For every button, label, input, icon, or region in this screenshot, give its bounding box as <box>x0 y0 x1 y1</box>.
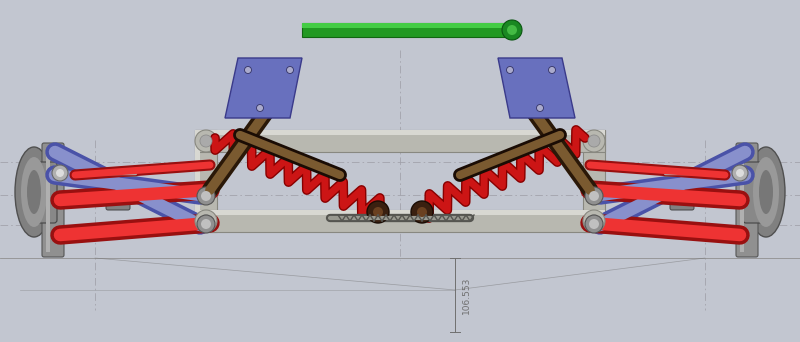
FancyBboxPatch shape <box>736 143 758 257</box>
Circle shape <box>549 66 555 74</box>
Circle shape <box>195 210 217 232</box>
Circle shape <box>197 215 215 233</box>
Circle shape <box>56 169 64 177</box>
Polygon shape <box>225 58 302 118</box>
Ellipse shape <box>753 157 779 227</box>
Circle shape <box>589 219 599 229</box>
Ellipse shape <box>15 147 53 237</box>
Circle shape <box>506 66 514 74</box>
Ellipse shape <box>747 147 785 237</box>
Bar <box>195 130 200 232</box>
Circle shape <box>367 201 389 223</box>
Ellipse shape <box>759 170 773 214</box>
Circle shape <box>200 215 212 227</box>
Bar <box>302 23 510 37</box>
Circle shape <box>502 20 522 40</box>
Bar <box>46 148 50 252</box>
Circle shape <box>417 207 427 217</box>
Circle shape <box>589 191 599 201</box>
Ellipse shape <box>21 157 47 227</box>
Circle shape <box>583 130 605 152</box>
Circle shape <box>245 66 251 74</box>
Bar <box>195 210 605 232</box>
Circle shape <box>201 191 211 201</box>
Circle shape <box>736 169 744 177</box>
Bar <box>195 130 217 232</box>
FancyBboxPatch shape <box>42 143 64 257</box>
Ellipse shape <box>27 170 41 214</box>
Circle shape <box>507 25 517 35</box>
Bar <box>740 148 744 252</box>
Circle shape <box>52 165 68 181</box>
FancyBboxPatch shape <box>31 162 57 223</box>
Circle shape <box>537 105 543 111</box>
Circle shape <box>201 219 211 229</box>
FancyBboxPatch shape <box>106 176 130 210</box>
Circle shape <box>588 135 600 147</box>
Text: 106.553: 106.553 <box>462 276 471 314</box>
Circle shape <box>195 130 217 152</box>
Circle shape <box>585 187 603 205</box>
Circle shape <box>411 201 433 223</box>
Circle shape <box>257 105 263 111</box>
Bar <box>195 210 605 215</box>
Circle shape <box>585 215 603 233</box>
FancyBboxPatch shape <box>670 176 694 210</box>
Circle shape <box>732 165 748 181</box>
Circle shape <box>200 135 212 147</box>
FancyBboxPatch shape <box>743 162 769 223</box>
Circle shape <box>373 207 383 217</box>
Bar <box>302 23 510 28</box>
Circle shape <box>197 187 215 205</box>
Polygon shape <box>498 58 575 118</box>
Circle shape <box>286 66 294 74</box>
Bar <box>583 130 605 232</box>
Bar <box>195 130 605 152</box>
Circle shape <box>583 210 605 232</box>
Circle shape <box>588 215 600 227</box>
Bar <box>195 130 605 135</box>
